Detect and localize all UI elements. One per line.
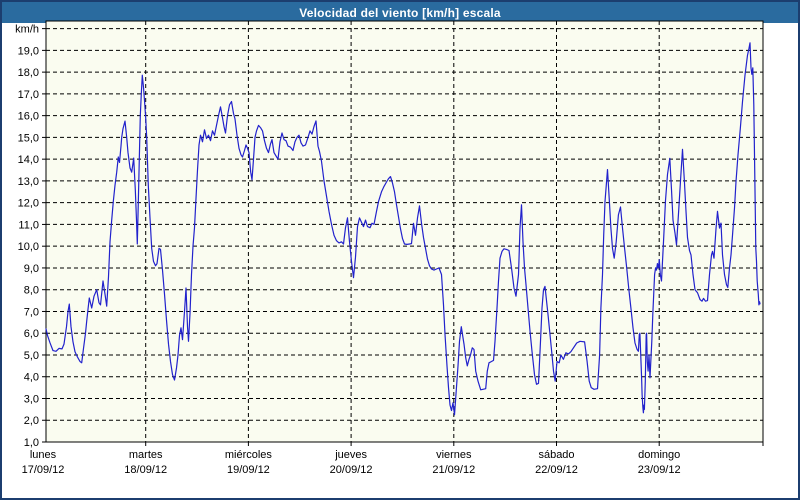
y-axis-label: 3,0 bbox=[24, 393, 39, 405]
chart-titlebar: Velocidad del viento [km/h] escala bbox=[2, 2, 798, 23]
wind-speed-chart: 1,0 2,0 3,0 4,0 5,0 6,0 7,0 8,0 9,0 10,0 11,0 12,0 1… bbox=[15, 20, 764, 476]
x-axis-date-label: 19/09/12 bbox=[227, 464, 270, 476]
y-axis-label: 17,0 bbox=[18, 89, 39, 101]
y-axis-label: 13,0 bbox=[18, 176, 39, 188]
y-axis-label: 1,0 bbox=[24, 437, 39, 449]
x-axis-day-label: miércoles bbox=[225, 449, 273, 461]
x-axis-date-label: 21/09/12 bbox=[432, 464, 475, 476]
chart-title: Velocidad del viento [km/h] escala bbox=[299, 5, 501, 20]
plot-background bbox=[46, 21, 763, 442]
y-axis-label: 10,0 bbox=[18, 241, 39, 253]
x-axis-day-label: sábado bbox=[538, 449, 574, 461]
x-axis-day-label: domingo bbox=[638, 449, 680, 461]
x-axis-date-label: 18/09/12 bbox=[124, 464, 167, 476]
y-axis-label: 19,0 bbox=[18, 45, 39, 57]
y-axis-label: 5,0 bbox=[24, 350, 39, 362]
x-axis-day-label: martes bbox=[129, 449, 163, 461]
x-axis-day-label: jueves bbox=[334, 449, 367, 461]
x-axis-date-label: 17/09/12 bbox=[22, 464, 65, 476]
x-axis-day-label: viernes bbox=[436, 449, 472, 461]
plot-frame bbox=[45, 20, 764, 443]
y-axis-label: 9,0 bbox=[24, 263, 39, 275]
y-axis-label: 16,0 bbox=[18, 111, 39, 123]
y-axis-label: 8,0 bbox=[24, 285, 39, 297]
y-axis-label: 12,0 bbox=[18, 198, 39, 210]
y-axis-label: 6,0 bbox=[24, 328, 39, 340]
x-axis-date-label: 20/09/12 bbox=[330, 464, 373, 476]
x-axis-day-label: lunes bbox=[30, 449, 57, 461]
y-axis-label: 7,0 bbox=[24, 306, 39, 318]
y-axis-label: 15,0 bbox=[18, 132, 39, 144]
x-axis-date-label: 22/09/12 bbox=[535, 464, 578, 476]
x-axis-date-label: 23/09/12 bbox=[638, 464, 681, 476]
wind-speed-line bbox=[45, 42, 761, 416]
y-axis-label: 4,0 bbox=[24, 372, 39, 384]
y-axis-label: 18,0 bbox=[18, 67, 39, 79]
y-axis-label: 14,0 bbox=[18, 154, 39, 166]
y-axis-label: 2,0 bbox=[24, 415, 39, 427]
y-axis-label: 11,0 bbox=[18, 219, 39, 231]
y-axis-unit-label: km/h bbox=[15, 24, 39, 36]
